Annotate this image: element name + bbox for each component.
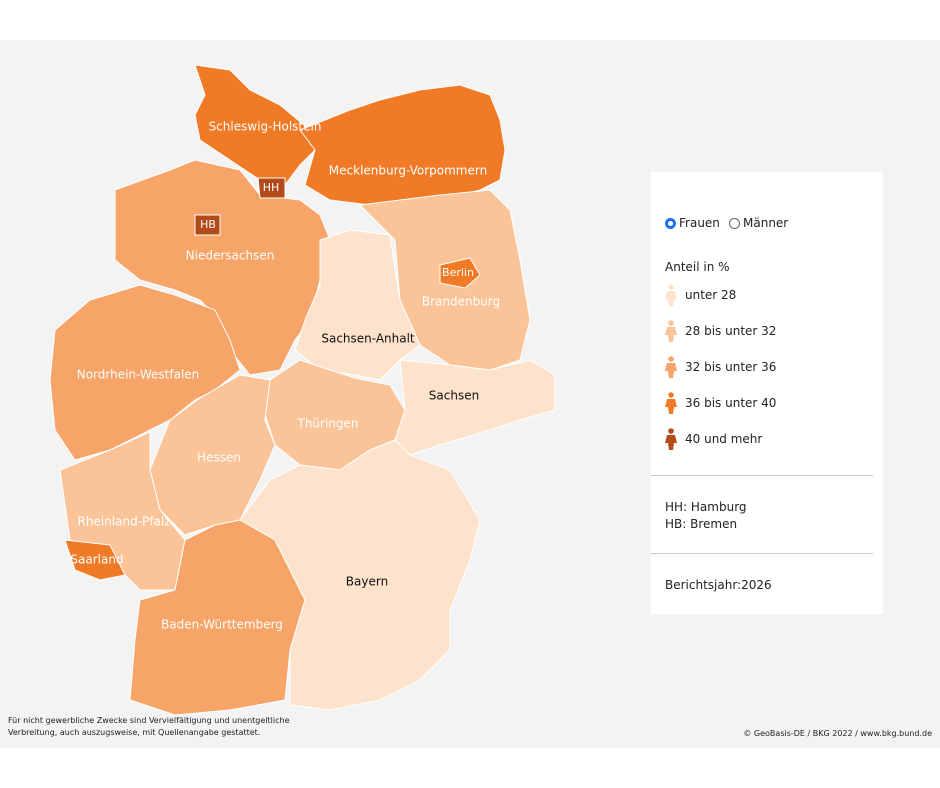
legend-icon xyxy=(665,284,677,306)
option-label: Frauen xyxy=(679,216,720,230)
state-label: Mecklenburg-Vorpommern xyxy=(329,164,487,178)
legend-icon xyxy=(665,428,677,450)
copyright: © GeoBasis-DE / BKG 2022 / www.bkg.bund.… xyxy=(743,729,932,738)
state-label: Baden-Württemberg xyxy=(161,618,283,632)
legend-label: 28 bis unter 32 xyxy=(685,324,777,338)
report-year: Berichtsjahr:2026 xyxy=(665,578,772,592)
legend-icon xyxy=(665,392,677,414)
legend-item: 36 bis unter 40 xyxy=(665,392,776,414)
state xyxy=(239,439,481,711)
legend-icon xyxy=(665,356,677,378)
state-label: Sachsen xyxy=(429,389,479,403)
disclaimer: Verbreitung, auch auszugsweise, mit Quel… xyxy=(8,728,261,737)
state xyxy=(299,84,506,211)
state-label: Nordrhein-Westfalen xyxy=(77,368,200,382)
state xyxy=(64,539,126,581)
legend-label: unter 28 xyxy=(685,288,737,302)
legend-label: 32 bis unter 36 xyxy=(685,360,777,374)
legend-item: 28 bis unter 32 xyxy=(665,320,776,342)
state xyxy=(257,177,286,199)
state-label: Thüringen xyxy=(296,417,358,431)
legend-item: unter 28 xyxy=(665,284,736,306)
state-label: HB xyxy=(200,218,216,231)
legend-panel: Frauen Männer Anteil in % unter 28 28 bis… xyxy=(651,172,883,614)
legend-label: 36 bis unter 40 xyxy=(685,396,777,410)
radio-maenner[interactable]: Männer xyxy=(729,216,788,230)
legend-label: 40 und mehr xyxy=(685,432,763,446)
abbreviation: HH: Hamburg xyxy=(665,500,747,514)
state-label: Niedersachsen xyxy=(186,249,275,263)
state-label: HH xyxy=(263,181,280,194)
legend-icon xyxy=(665,320,677,342)
state xyxy=(294,229,421,381)
state-label: Schleswig-Holstein xyxy=(209,120,322,134)
legend-item: 40 und mehr xyxy=(665,428,762,450)
disclaimer: Für nicht gewerbliche Zwecke sind Vervie… xyxy=(8,716,290,725)
divider xyxy=(651,475,873,476)
state-label: Brandenburg xyxy=(422,295,500,309)
state-label: Sachsen-Anhalt xyxy=(321,332,415,346)
state-label: Rheinland-Pfalz xyxy=(78,515,171,529)
option-label: Männer xyxy=(743,216,789,230)
state-label: Hessen xyxy=(197,451,241,465)
state xyxy=(439,257,481,289)
legend-title: Anteil in % xyxy=(665,260,730,274)
state-label: Saarland xyxy=(70,553,123,567)
abbreviation: HB: Bremen xyxy=(665,517,738,531)
state-label: Berlin xyxy=(442,266,474,279)
state xyxy=(194,214,221,236)
state-label: Bayern xyxy=(346,575,388,589)
divider xyxy=(651,553,873,554)
radio-frauen[interactable]: Frauen xyxy=(665,216,720,230)
legend-item: 32 bis unter 36 xyxy=(665,356,776,378)
